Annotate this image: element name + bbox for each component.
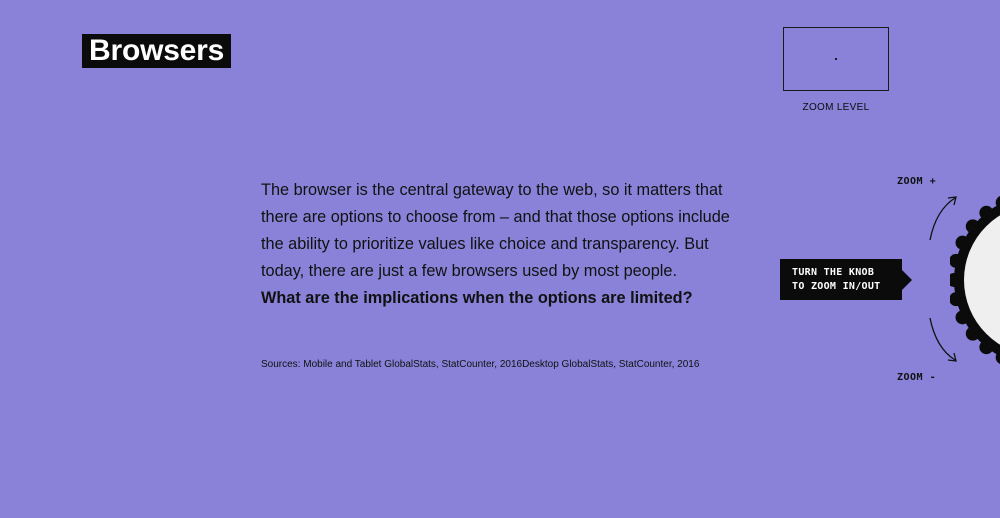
knob-tooth — [950, 273, 961, 287]
knob-face — [964, 215, 1000, 345]
zoom-knob[interactable] — [950, 190, 1000, 370]
knob-tooth — [955, 235, 970, 250]
rotate-down-arrow-icon — [929, 317, 957, 362]
knob-hint-line-2: TO ZOOM IN/OUT — [792, 281, 881, 292]
knob-tooth — [979, 340, 994, 355]
zoom-level-label: ZOOM LEVEL — [802, 102, 870, 113]
sources-note: Sources: Mobile and Tablet GlobalStats, … — [261, 359, 700, 370]
knob-hint-line-1: TURN THE KNOB — [792, 267, 875, 278]
intro-question: What are the implications when the optio… — [261, 289, 693, 307]
page-title: Browsers — [82, 34, 232, 68]
knob-tooth — [965, 219, 980, 234]
knob-teeth — [950, 196, 1000, 364]
knob-tooth — [979, 205, 994, 220]
knob-tooth — [965, 326, 980, 341]
intro-paragraph: The browser is the central gateway to th… — [261, 181, 730, 280]
knob-tooth — [995, 351, 1000, 364]
knob-hint-callout: TURN THE KNOB TO ZOOM IN/OUT — [780, 259, 912, 300]
knob-tooth — [950, 253, 964, 268]
knob-tooth — [950, 292, 964, 307]
zoom-level-indicator — [783, 27, 889, 91]
knob-tooth — [995, 196, 1000, 209]
zoom-out-label: ZOOM - — [897, 372, 937, 383]
rotate-up-arrow-icon — [929, 196, 957, 241]
intro-text-block: The browser is the central gateway to th… — [261, 177, 751, 312]
zoom-in-label: ZOOM + — [897, 176, 937, 187]
knob-tooth — [955, 310, 970, 325]
rotate-arrows-icon — [929, 196, 957, 362]
zoom-level-dot — [835, 58, 837, 60]
